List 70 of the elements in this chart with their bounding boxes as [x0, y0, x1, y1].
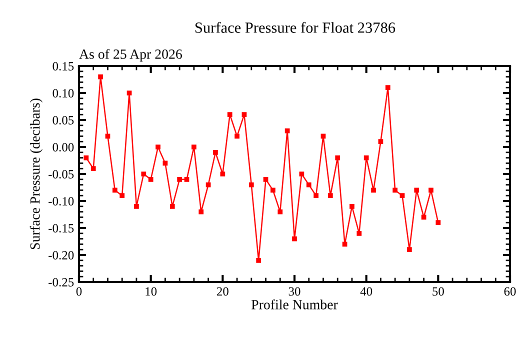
- x-tick-label: 60: [504, 287, 516, 296]
- point: [356, 230, 362, 236]
- point: [134, 204, 139, 209]
- point: [314, 193, 318, 198]
- point: [428, 188, 434, 193]
- point: [414, 188, 420, 193]
- x-tick-label: 40: [360, 287, 372, 296]
- chart-title: Surface Pressure for Float 23786: [195, 22, 396, 33]
- y-tick-label: -0.10: [48, 197, 74, 206]
- y-tick-label: -0.20: [48, 251, 74, 260]
- point: [192, 144, 196, 150]
- point: [306, 182, 312, 188]
- y-tick-label: 0.05: [52, 116, 74, 125]
- point: [328, 193, 333, 198]
- y-tick-label: 0.15: [52, 62, 74, 71]
- point: [227, 112, 232, 118]
- point: [126, 90, 132, 96]
- x-tick-label: 50: [432, 287, 444, 296]
- y-tick-label: -0.05: [48, 170, 74, 179]
- y-tick-label: -0.25: [48, 278, 74, 287]
- point: [371, 188, 376, 193]
- point: [263, 176, 268, 182]
- x-tick-label: 0: [76, 287, 82, 296]
- point: [364, 155, 369, 160]
- point: [141, 172, 146, 176]
- point: [213, 150, 218, 155]
- point: [270, 188, 276, 193]
- point: [112, 188, 118, 193]
- point: [292, 236, 297, 242]
- x-axis-title: Profile Number: [252, 299, 338, 310]
- point: [278, 209, 283, 214]
- y-tick-label: 0.10: [52, 89, 74, 98]
- chart-subtitle: As of 25 Apr 2026: [79, 48, 182, 62]
- point: [184, 176, 190, 182]
- point: [220, 172, 226, 176]
- y-axis-title: Surface Pressure (decibars): [30, 98, 43, 250]
- point: [400, 193, 405, 198]
- point: [148, 176, 154, 182]
- point: [320, 134, 326, 139]
- point: [299, 172, 304, 176]
- point: [421, 214, 426, 220]
- point: [198, 209, 204, 214]
- x-tick-label: 30: [288, 287, 300, 296]
- point: [105, 134, 110, 139]
- point: [284, 128, 290, 134]
- point: [392, 188, 398, 193]
- point: [242, 112, 247, 118]
- x-tick-label: 20: [216, 287, 228, 296]
- point: [120, 193, 125, 198]
- point: [234, 134, 240, 139]
- x-tick-label: 10: [146, 287, 157, 296]
- point: [407, 247, 412, 252]
- point: [248, 182, 254, 188]
- point: [84, 155, 89, 160]
- point: [98, 74, 103, 80]
- point: [162, 160, 168, 166]
- point: [378, 139, 384, 144]
- point: [177, 176, 182, 182]
- point: [342, 242, 348, 247]
- point: [436, 220, 441, 226]
- y-tick-label: 0.00: [52, 143, 74, 152]
- point: [90, 166, 96, 172]
- point: [385, 85, 390, 90]
- point: [256, 258, 262, 263]
- point: [156, 144, 160, 150]
- point: [335, 155, 340, 160]
- point: [350, 204, 354, 209]
- point: [206, 182, 211, 188]
- point: [170, 204, 175, 209]
- y-tick-label: -0.15: [48, 224, 74, 233]
